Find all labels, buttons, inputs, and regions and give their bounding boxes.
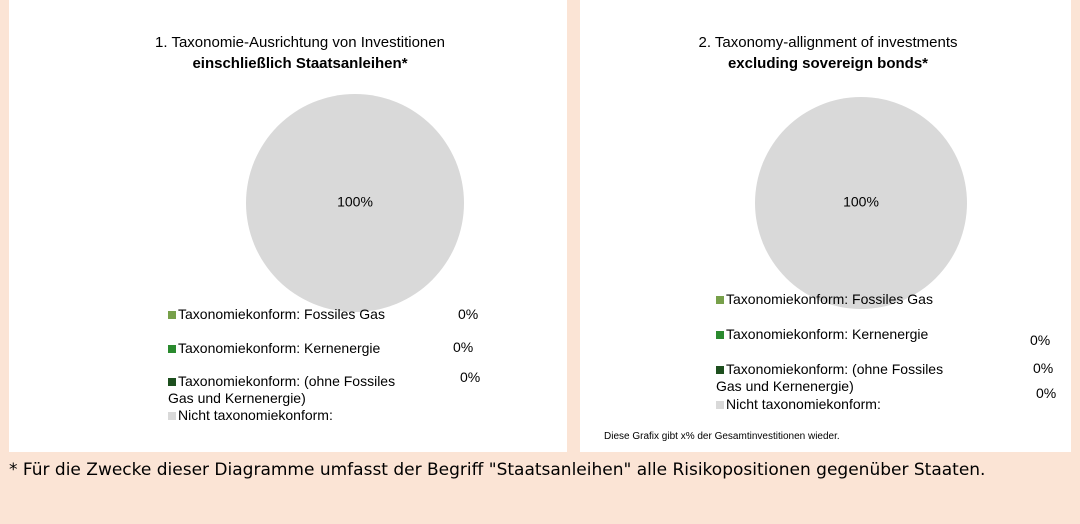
value-label: 100% [337,194,373,210]
legend-label: Taxonomiekonform: Kernenergie [726,326,929,342]
value-label: 0% [1033,360,1054,376]
legend-label: Taxonomiekonform: Kernenergie [178,340,381,356]
note: Diese Grafix gibt x% der Gesamtinvestiti… [604,431,840,442]
legend-swatch [716,331,724,339]
legend-item: Nicht taxonomiekonform: [168,407,418,424]
value-label: 0% [1036,385,1057,401]
legend-swatch [716,366,724,374]
value-label: 0% [460,369,481,385]
pie-slice [246,94,464,312]
footnote: * Für die Zwecke dieser Diagramme umfass… [9,460,986,480]
legend-item: Taxonomiekonform: (ohne Fossiles Gas und… [716,361,966,395]
value-label: 100% [843,194,879,210]
legend-swatch [168,345,176,353]
legend-swatch [168,311,176,319]
chart-subtitle: einschließlich Staatsanleihen* [192,55,408,72]
chart-subtitle: excluding sovereign bonds* [727,55,929,72]
legend-swatch [168,412,176,420]
pie-slice [755,97,967,309]
chart-title: 2. Taxonomy-allignment of investments [698,34,958,51]
legend-item: Nicht taxonomiekonform: [716,396,966,413]
legend-label: Nicht taxonomiekonform: [726,396,881,412]
legend-item: Taxonomiekonform: Kernenergie [168,340,418,357]
legend-swatch [716,401,724,409]
value-label: 0% [453,339,474,355]
value-label: 0% [458,306,479,322]
legend-item: Taxonomiekonform: Kernenergie [716,326,966,343]
legend-item: Taxonomiekonform: Fossiles Gas [716,291,966,308]
legend-swatch [716,296,724,304]
legend-label: Taxonomiekonform: (ohne Fossiles Gas und… [716,361,944,394]
legend-label: Taxonomiekonform: Fossiles Gas [726,291,933,307]
legend-item: Taxonomiekonform: Fossiles Gas [168,306,418,323]
value-label: 0% [1030,332,1051,348]
legend-item: Taxonomiekonform: (ohne Fossiles Gas und… [168,373,418,407]
legend-swatch [168,378,176,386]
legend-label: Nicht taxonomiekonform: [178,407,333,423]
legend-label: Taxonomiekonform: Fossiles Gas [178,306,385,322]
legend-label: Taxonomiekonform: (ohne Fossiles Gas und… [168,373,396,406]
chart-title: 1. Taxonomie-Ausrichtung von Investition… [155,34,445,51]
